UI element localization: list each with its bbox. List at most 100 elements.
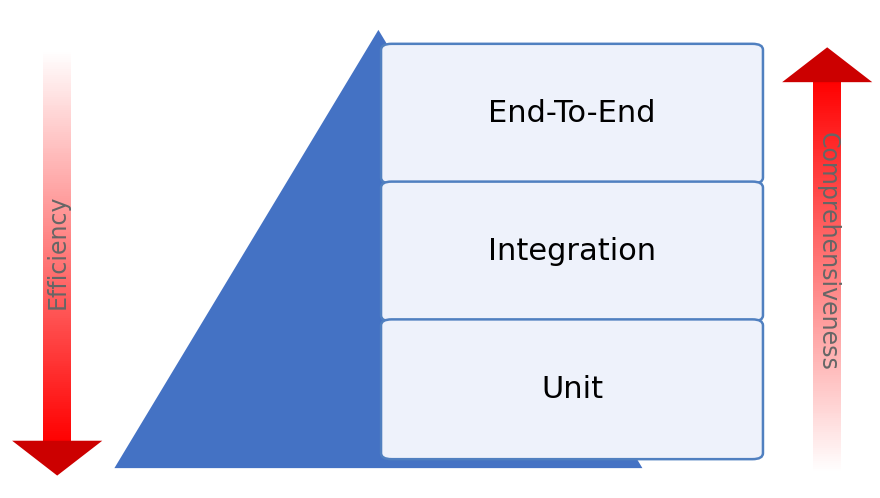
- Text: Comprehensiveness: Comprehensiveness: [815, 132, 840, 371]
- Bar: [813, 125, 841, 127]
- Bar: [43, 382, 71, 384]
- Bar: [813, 172, 841, 174]
- Bar: [43, 240, 71, 242]
- Bar: [43, 101, 71, 103]
- Bar: [43, 115, 71, 116]
- Bar: [813, 156, 841, 158]
- Bar: [43, 89, 71, 91]
- Bar: [43, 316, 71, 318]
- Bar: [813, 180, 841, 182]
- Bar: [813, 139, 841, 141]
- Bar: [813, 205, 841, 207]
- Bar: [813, 104, 841, 106]
- Bar: [813, 383, 841, 385]
- Bar: [43, 290, 71, 292]
- Bar: [813, 364, 841, 366]
- Bar: [43, 232, 71, 234]
- Bar: [813, 332, 841, 334]
- Bar: [43, 339, 71, 341]
- Bar: [43, 323, 71, 325]
- Text: Unit: Unit: [541, 375, 603, 404]
- Bar: [43, 118, 71, 120]
- Bar: [813, 428, 841, 430]
- Bar: [43, 407, 71, 409]
- Bar: [813, 209, 841, 211]
- Bar: [43, 194, 71, 196]
- Bar: [43, 224, 71, 226]
- Bar: [813, 258, 841, 260]
- Bar: [813, 420, 841, 422]
- Bar: [43, 165, 71, 167]
- Polygon shape: [12, 441, 102, 476]
- Bar: [43, 177, 71, 179]
- Bar: [813, 129, 841, 131]
- Bar: [813, 116, 841, 118]
- Bar: [43, 284, 71, 286]
- Bar: [43, 245, 71, 247]
- Bar: [813, 442, 841, 444]
- Bar: [43, 388, 71, 390]
- Bar: [813, 110, 841, 112]
- Bar: [43, 425, 71, 427]
- Bar: [813, 233, 841, 235]
- Bar: [43, 367, 71, 369]
- Bar: [813, 329, 841, 330]
- Bar: [43, 325, 71, 327]
- Bar: [813, 463, 841, 465]
- Bar: [813, 229, 841, 231]
- Bar: [813, 338, 841, 340]
- Bar: [43, 302, 71, 304]
- Bar: [813, 150, 841, 152]
- Bar: [43, 52, 71, 54]
- Bar: [813, 434, 841, 436]
- Bar: [43, 271, 71, 272]
- Bar: [813, 426, 841, 428]
- Bar: [813, 120, 841, 121]
- Bar: [813, 178, 841, 180]
- Bar: [43, 208, 71, 210]
- Bar: [813, 190, 841, 192]
- Bar: [43, 392, 71, 394]
- Bar: [813, 245, 841, 247]
- Bar: [43, 318, 71, 320]
- Bar: [43, 107, 71, 109]
- Bar: [813, 395, 841, 397]
- Bar: [813, 317, 841, 319]
- Bar: [43, 251, 71, 253]
- Bar: [813, 454, 841, 456]
- Bar: [813, 133, 841, 135]
- Bar: [43, 220, 71, 222]
- Bar: [43, 226, 71, 228]
- Bar: [813, 184, 841, 186]
- Bar: [813, 412, 841, 414]
- Bar: [43, 394, 71, 396]
- Bar: [813, 358, 841, 360]
- Bar: [43, 151, 71, 153]
- Bar: [813, 305, 841, 307]
- Bar: [813, 297, 841, 299]
- Bar: [813, 247, 841, 249]
- Bar: [813, 196, 841, 198]
- Bar: [813, 227, 841, 229]
- Bar: [43, 351, 71, 353]
- Bar: [43, 128, 71, 130]
- Bar: [813, 252, 841, 254]
- Bar: [43, 181, 71, 183]
- Bar: [43, 357, 71, 359]
- Bar: [813, 336, 841, 338]
- Bar: [43, 314, 71, 316]
- Bar: [43, 193, 71, 194]
- Bar: [813, 277, 841, 279]
- Bar: [43, 62, 71, 63]
- Bar: [813, 348, 841, 350]
- Bar: [43, 429, 71, 431]
- Bar: [813, 199, 841, 201]
- Bar: [43, 206, 71, 208]
- Bar: [813, 456, 841, 458]
- Bar: [813, 311, 841, 313]
- Bar: [43, 58, 71, 60]
- Bar: [813, 249, 841, 250]
- Bar: [43, 349, 71, 351]
- Bar: [813, 256, 841, 258]
- Bar: [43, 183, 71, 185]
